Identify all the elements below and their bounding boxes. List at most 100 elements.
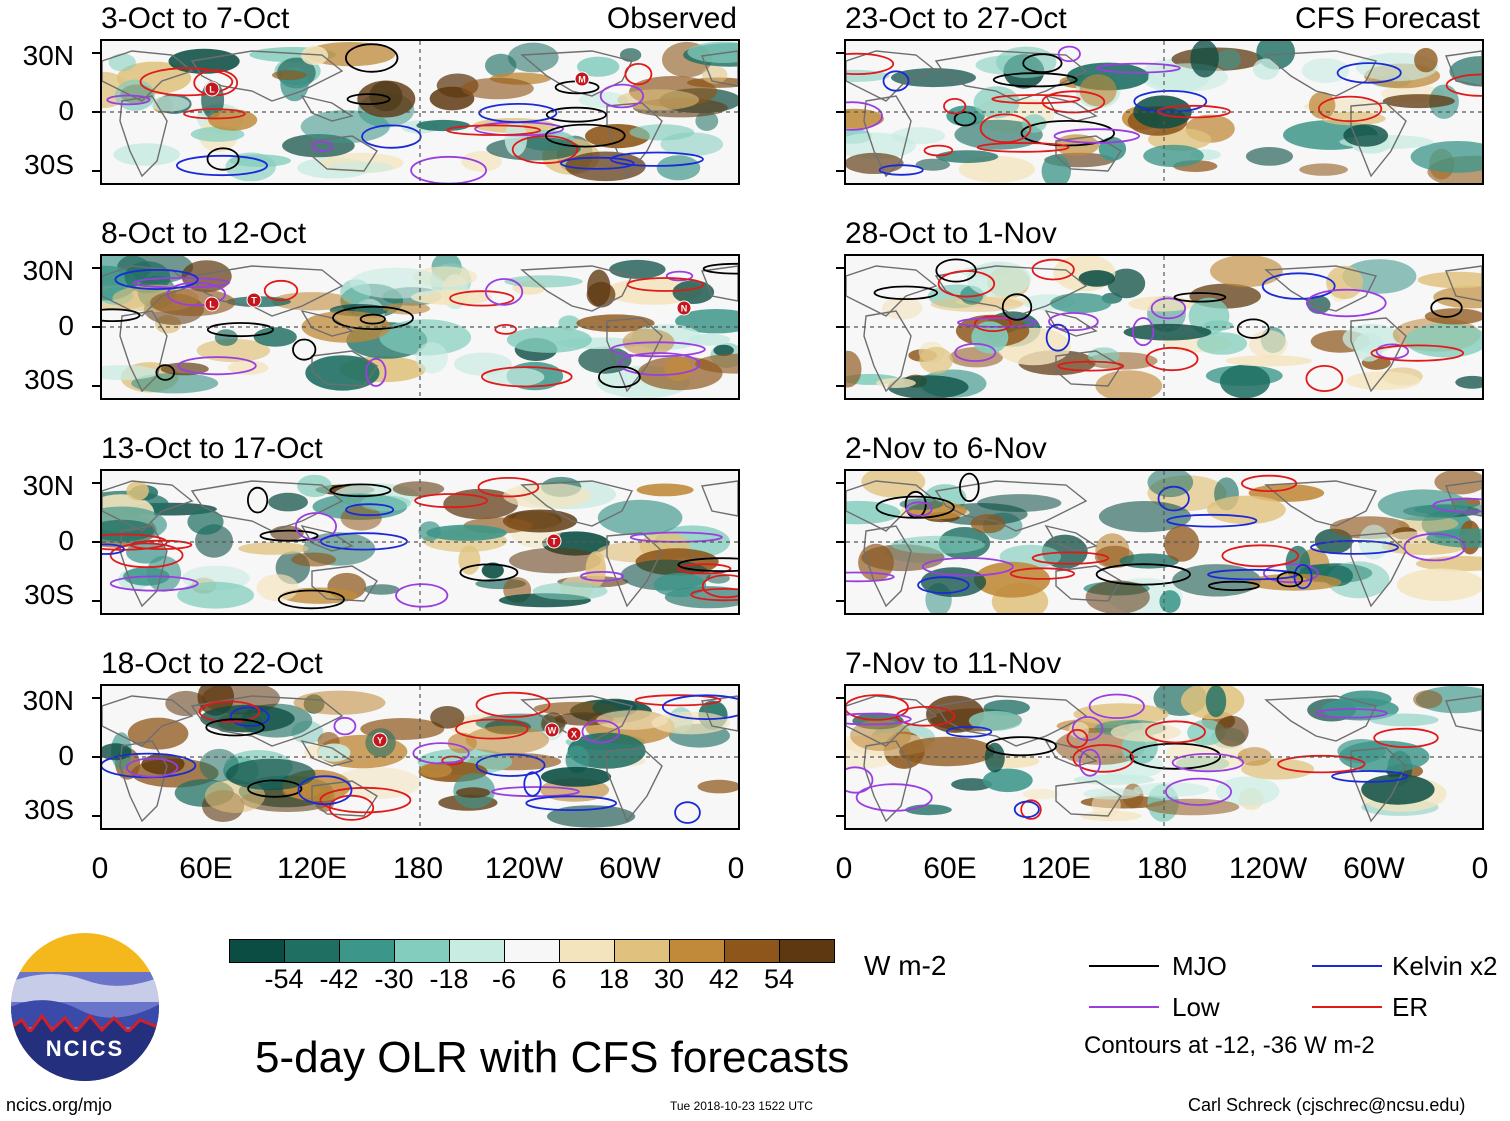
coastline	[311, 565, 378, 602]
storm-marker: T	[246, 292, 262, 308]
legend-line-low	[1089, 1006, 1159, 1008]
lon-label: 120E	[276, 852, 348, 885]
olr-anomaly	[1245, 147, 1294, 166]
map-panel	[844, 254, 1484, 400]
olr-anomaly	[1041, 154, 1071, 183]
mjo-contour	[205, 718, 265, 737]
kelvin-contour	[878, 164, 924, 176]
olr-anomaly	[271, 70, 307, 81]
coastline	[863, 740, 912, 823]
coastline	[934, 695, 1088, 747]
coastline	[863, 95, 912, 178]
olr-anomaly	[465, 725, 549, 755]
lon-label: 0	[727, 852, 745, 885]
panel-title-8: 7-Nov to 11-Nov	[845, 647, 1062, 680]
olr-anomaly	[113, 143, 180, 166]
axis-tick	[836, 600, 844, 602]
low-contour	[599, 83, 645, 109]
coastline	[102, 265, 194, 317]
coastline	[701, 480, 738, 517]
er-contour	[1156, 104, 1231, 119]
coastline	[1044, 524, 1098, 552]
olr-anomaly	[688, 333, 731, 346]
olr-anomaly	[1188, 297, 1230, 335]
storm-label: Y	[377, 736, 383, 746]
olr-anomaly	[713, 344, 734, 356]
mjo-contour	[155, 364, 176, 381]
olr-anomaly	[968, 710, 1022, 731]
olr-anomaly	[1146, 798, 1240, 816]
olr-anomaly	[187, 509, 224, 535]
olr-anomaly	[253, 327, 297, 347]
olr-anomaly	[905, 804, 952, 816]
low-contour	[1262, 563, 1319, 584]
olr-anomaly	[891, 68, 976, 88]
storm-marker: L	[204, 296, 220, 312]
olr-anomaly	[1210, 256, 1283, 288]
er-contour	[1066, 729, 1089, 749]
kelvin-contour	[1166, 513, 1258, 528]
olr-anomaly	[565, 745, 590, 774]
low-contour	[846, 712, 912, 726]
olr-field	[846, 41, 1482, 183]
lat-label: 30S	[24, 364, 74, 395]
er-contour	[1031, 258, 1075, 281]
colorbar-tick: -30	[374, 964, 414, 994]
panel-title-2: 8-Oct to 12-Oct	[101, 217, 307, 250]
olr-anomaly	[850, 719, 912, 751]
kelvin-contour	[1336, 62, 1402, 84]
coastline	[1264, 480, 1378, 527]
olr-anomaly	[935, 150, 999, 163]
colorbar-tick: 54	[763, 964, 795, 994]
mjo-contour	[1276, 571, 1304, 588]
colorbar-swatch	[230, 940, 285, 962]
low-contour	[1053, 128, 1140, 144]
olr-anomaly	[982, 768, 1033, 793]
lon-label: 60E	[923, 852, 977, 885]
storm-label: W	[548, 726, 557, 736]
low-contour	[412, 742, 470, 765]
coastline	[102, 480, 194, 532]
er-contour	[139, 67, 234, 97]
olr-anomaly	[349, 267, 444, 299]
mjo-contour	[359, 313, 386, 325]
olr-anomaly	[1143, 144, 1204, 168]
coastline	[846, 695, 938, 747]
mjo-contour	[259, 529, 319, 542]
coastline	[1350, 317, 1407, 393]
low-contour	[579, 571, 624, 582]
er-contour	[1221, 544, 1300, 568]
olr-anomaly	[227, 360, 269, 375]
low-contour	[610, 341, 706, 358]
low-contour	[1375, 343, 1410, 360]
low-contour	[1078, 748, 1101, 777]
er-contour	[979, 113, 1032, 144]
olr-anomaly	[256, 574, 299, 602]
coastline	[701, 50, 738, 87]
coastline	[1445, 265, 1482, 302]
mjo-contour	[544, 123, 626, 148]
olr-anomaly	[504, 275, 583, 288]
olr-anomaly	[1207, 495, 1286, 525]
storm-label: N	[681, 304, 688, 314]
kelvin-contour	[523, 771, 542, 797]
olr-anomaly	[340, 505, 382, 531]
er-contour	[455, 718, 529, 740]
coastline	[1044, 739, 1098, 767]
olr-anomaly	[1159, 590, 1181, 613]
colorbar-tick: 18	[598, 964, 630, 994]
olr-anomaly	[1413, 690, 1443, 709]
mjo-contour	[329, 483, 392, 498]
olr-anomaly	[1326, 265, 1364, 300]
kelvin-contour	[1310, 540, 1399, 555]
low-contour	[311, 140, 334, 153]
mjo-contour	[935, 258, 977, 283]
olr-anomaly	[508, 42, 559, 73]
storm-marker: L	[204, 81, 220, 97]
low-contour	[106, 94, 151, 106]
olr-anomaly	[1216, 49, 1241, 70]
mjo-contour	[206, 147, 240, 171]
storm-label: T	[251, 296, 257, 306]
mjo-contour	[102, 308, 141, 322]
olr-anomaly	[297, 474, 332, 498]
